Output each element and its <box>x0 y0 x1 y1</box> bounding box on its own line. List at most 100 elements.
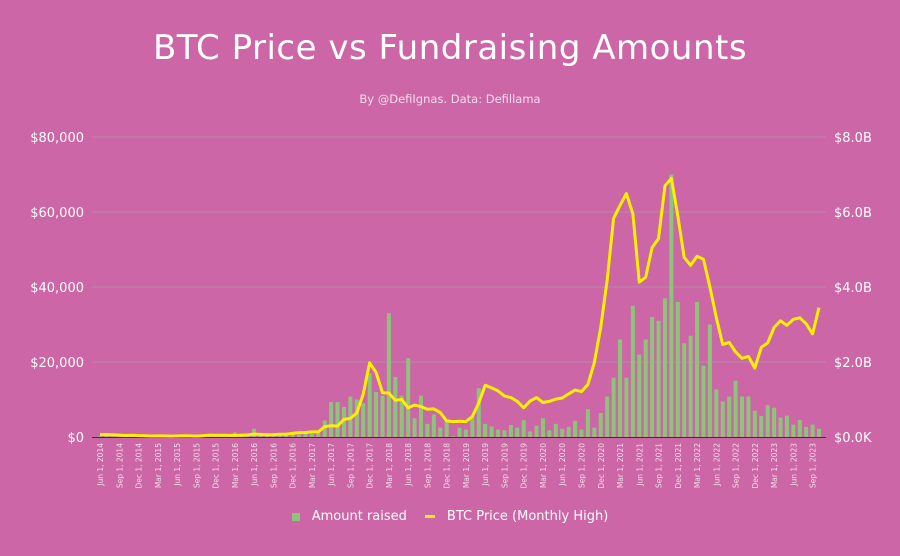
right-axis-tick-label: $8.0B <box>834 131 872 146</box>
bar-amount-raised <box>380 395 385 437</box>
bar-amount-raised <box>643 339 648 437</box>
right-axis-tick-label: $4.0B <box>834 281 872 296</box>
x-axis-tick-label: Sep 1, 2017 <box>346 443 355 488</box>
x-axis-tick-label: Sep 1, 2020 <box>578 443 587 488</box>
bar-amount-raised <box>463 429 468 437</box>
bar-amount-raised <box>573 420 578 437</box>
bar-amount-raised <box>540 418 545 437</box>
bar-amount-raised <box>393 377 398 437</box>
x-axis-tick-label: Mar 1, 2015 <box>154 443 163 488</box>
bar-amount-raised <box>810 424 815 437</box>
bar-amount-raised <box>412 418 417 437</box>
bar-amount-raised <box>759 416 764 437</box>
x-axis-tick-label: Jun 1, 2021 <box>635 443 644 487</box>
x-axis-tick-label: Jun 1, 2020 <box>558 443 567 487</box>
bar-amount-raised <box>650 317 655 437</box>
bar-amount-raised <box>361 403 366 437</box>
bar-amount-raised <box>335 402 340 437</box>
bar-amount-raised <box>746 396 751 437</box>
bar-amount-raised <box>765 405 770 437</box>
bar-amount-raised <box>354 399 359 437</box>
bar-amount-raised <box>727 396 732 437</box>
bar-amount-raised <box>386 313 391 437</box>
bar-amount-raised <box>431 414 436 437</box>
x-axis-tick-label: Mar 1, 2022 <box>693 443 702 488</box>
bar-amount-raised <box>521 420 526 437</box>
bar-amount-raised <box>579 429 584 437</box>
x-axis-tick-label: Sep 1, 2018 <box>423 443 432 488</box>
x-axis-tick-label: Jun 1, 2014 <box>96 443 105 487</box>
bar-amount-raised <box>585 409 590 437</box>
bar-amount-raised <box>367 373 372 437</box>
bar-amount-raised <box>419 395 423 437</box>
x-axis-tick-label: Dec 1, 2015 <box>212 443 221 489</box>
x-axis-tick-label: Mar 1, 2016 <box>231 443 240 488</box>
bar-amount-raised <box>284 434 289 437</box>
x-axis-tick-label: Dec 1, 2020 <box>597 443 606 489</box>
bar-amount-raised <box>740 396 744 437</box>
bar-amount-raised <box>483 423 488 437</box>
bar-amount-raised <box>496 429 501 437</box>
chart-title: BTC Price vs Fundraising Amounts <box>152 28 748 68</box>
bar-amount-raised <box>329 402 334 437</box>
bar-amount-raised <box>470 416 475 437</box>
left-axis-tick-label: $40,000 <box>30 281 84 296</box>
bar-amount-raised <box>489 426 494 437</box>
x-axis-tick-label: Dec 1, 2014 <box>135 443 144 489</box>
bar-amount-raised <box>502 430 507 437</box>
x-axis-tick-label: Sep 1, 2022 <box>732 443 741 488</box>
bar-amount-raised <box>662 298 667 437</box>
bar-amount-raised <box>682 343 687 437</box>
bar-amount-raised <box>547 430 552 437</box>
x-axis-tick-label: Jun 1, 2016 <box>250 443 259 487</box>
bar-amount-raised <box>720 401 725 437</box>
left-axis-tick-label: $80,000 <box>30 131 84 146</box>
bar-amount-raised <box>374 392 379 437</box>
bar-amount-raised <box>630 305 635 437</box>
right-axis-tick-label: $6.0B <box>834 206 872 221</box>
bar-amount-raised <box>406 358 411 437</box>
bar-amount-raised <box>303 433 308 437</box>
bar-amount-raised <box>534 425 539 437</box>
x-axis-tick-label: Dec 1, 2021 <box>674 443 683 489</box>
bar-amount-raised <box>688 335 693 437</box>
bar-amount-raised <box>791 424 796 437</box>
bar-amount-raised <box>104 435 109 437</box>
bar-amount-raised <box>637 354 642 437</box>
x-axis-tick-label: Mar 1, 2019 <box>462 443 471 488</box>
x-axis-tick-label: Sep 1, 2015 <box>192 443 201 488</box>
bar-amount-raised <box>817 428 822 437</box>
x-axis-tick-label: Mar 1, 2020 <box>539 443 548 488</box>
bar-amount-raised <box>322 420 327 437</box>
bar-amount-raised <box>618 339 623 437</box>
bar-amount-raised <box>778 417 783 437</box>
bar-amount-raised <box>611 377 616 437</box>
bar-amount-raised <box>457 427 462 437</box>
x-axis-tick-label: Sep 1, 2016 <box>269 443 278 488</box>
x-axis-tick-label: Jun 1, 2022 <box>712 443 721 487</box>
bar-amount-raised <box>797 420 802 437</box>
bar-amount-raised <box>695 302 700 437</box>
bar-amount-raised <box>804 426 809 437</box>
bar-amount-raised <box>425 423 430 437</box>
bar-amount-raised <box>605 396 610 437</box>
bar-amount-raised <box>297 434 302 437</box>
bar-amount-raised <box>508 425 513 437</box>
bar-amount-raised <box>341 407 346 437</box>
x-axis-tick-label: Mar 1, 2023 <box>770 443 779 488</box>
x-axis-tick-label: Dec 1, 2016 <box>289 443 298 489</box>
right-axis-tick-label: $0.0K <box>834 431 872 446</box>
legend-label-btc-price: BTC Price (Monthly High) <box>446 509 609 524</box>
chart-subtitle: By @DefiIgnas. Data: Defillama <box>359 92 541 106</box>
bar-amount-raised <box>515 427 520 437</box>
bar-amount-raised <box>476 388 481 437</box>
bar-amount-raised <box>98 436 102 437</box>
left-axis-tick-label: $20,000 <box>30 356 84 371</box>
x-axis-tick-label: Mar 1, 2017 <box>308 443 317 488</box>
x-axis-tick-label: Dec 1, 2022 <box>751 443 760 489</box>
bar-amount-raised <box>714 389 719 437</box>
x-axis-tick-label: Dec 1, 2018 <box>443 443 452 489</box>
bar-amount-raised <box>675 302 680 437</box>
line-btc-price <box>99 176 821 438</box>
bar-amount-raised <box>290 434 295 437</box>
